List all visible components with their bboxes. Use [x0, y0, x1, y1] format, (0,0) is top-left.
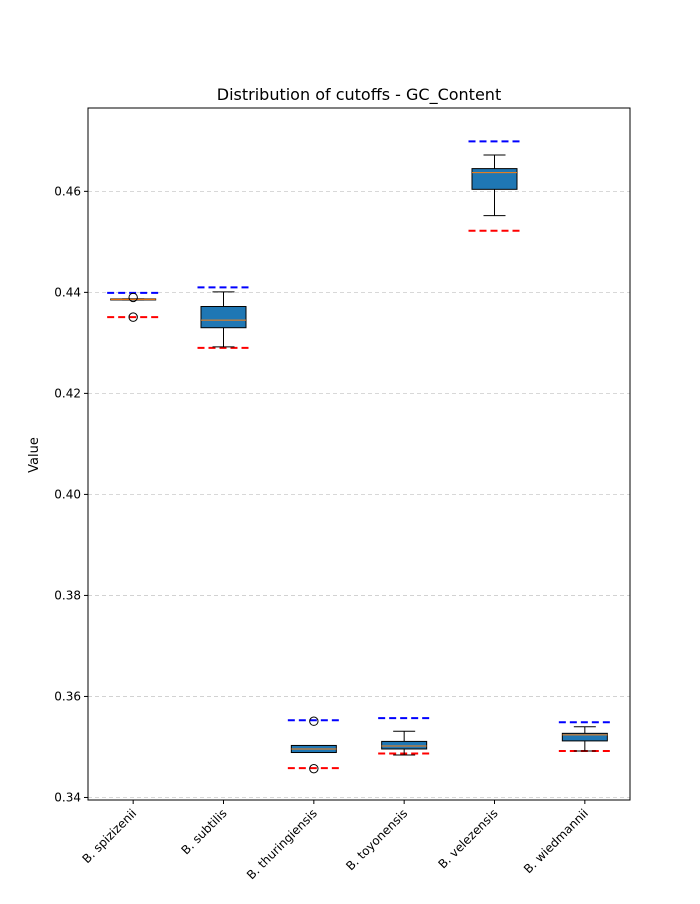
- outlier-point: [128, 292, 138, 303]
- boxes: [110, 154, 608, 774]
- box-group: [290, 716, 337, 774]
- grid-lines: [88, 190, 630, 798]
- y-tick-label: 0.34: [54, 790, 81, 804]
- box: [381, 740, 428, 750]
- x-tick-label: B. velezensis: [435, 806, 500, 871]
- x-tick-label: B. toyonensis: [343, 806, 410, 873]
- y-tick-label: 0.44: [54, 285, 81, 299]
- x-tick-label: B. subtilis: [178, 806, 229, 857]
- y-axis: 0.34 0.36 0.38 0.40 0.42 0.44 0.46: [54, 184, 88, 804]
- y-tick-label: 0.40: [54, 487, 81, 501]
- chart-title: Distribution of cutoffs - GC_Content: [217, 85, 501, 105]
- x-tick-label: B. thuringiensis: [244, 806, 320, 882]
- x-axis: B. spizizenii B. subtilis B. thuringiensis…: [79, 800, 591, 882]
- box-group: [381, 730, 428, 756]
- plot-area-frame: [87, 107, 631, 801]
- box-group: [200, 291, 247, 348]
- cutoff-lines: [107, 140, 611, 770]
- box: [471, 168, 518, 190]
- x-tick-label: B. wiedmannii: [521, 806, 591, 876]
- outlier-point: [128, 312, 138, 322]
- x-tick-label: B. spizizenii: [79, 806, 139, 866]
- box-group: [110, 292, 157, 322]
- y-tick-label: 0.42: [54, 386, 81, 400]
- outlier-point: [309, 716, 319, 726]
- box: [200, 306, 247, 329]
- y-tick-label: 0.36: [54, 689, 81, 703]
- outlier-point: [309, 763, 319, 774]
- box: [561, 732, 608, 742]
- box-group: [471, 154, 518, 217]
- y-tick-label: 0.46: [54, 184, 81, 198]
- y-tick-label: 0.38: [54, 588, 81, 602]
- box-group: [561, 726, 608, 752]
- y-axis-label: Value: [27, 437, 42, 473]
